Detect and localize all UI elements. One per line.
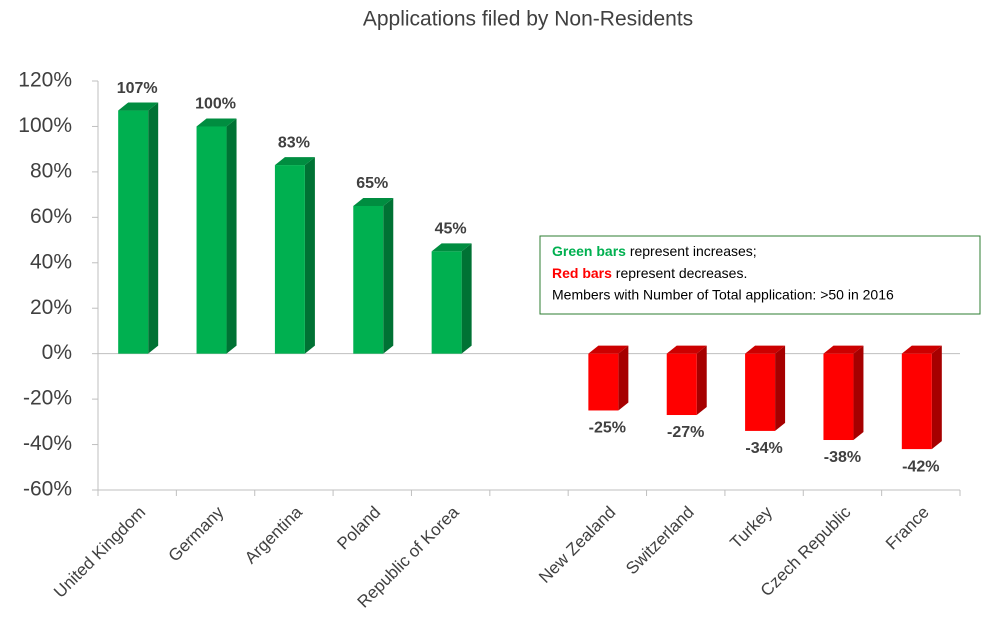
x-tick-label: United Kingdom [50,503,149,602]
bar-side [853,345,864,441]
bar [823,353,854,441]
bar [901,353,932,450]
legend-box [539,235,981,315]
y-tick-label: 120% [18,69,72,92]
bar [196,126,227,354]
bar-top [588,345,629,354]
bar [353,205,384,354]
legend-note: Members with Number of Total application… [552,287,894,303]
bar [588,353,619,411]
bar-side [618,345,629,411]
value-label: -27% [667,424,704,441]
bar [274,165,305,354]
y-tick-label: 20% [30,296,72,319]
value-label: -42% [902,458,939,475]
bar-top [666,345,707,354]
y-tick-label: -40% [23,432,72,455]
value-label: -38% [824,449,861,466]
legend-key: Green bars [552,243,626,259]
bar-top [118,102,159,111]
bar-top [745,345,786,354]
legend-line: Green bars represent increases; [552,243,757,259]
y-tick-label: -20% [23,387,72,410]
y-tick-label: 0% [42,341,72,364]
value-label: 107% [117,80,158,97]
x-tick-label: Germany [165,502,228,565]
y-tick-label: 40% [30,250,72,273]
x-tick-label: Switzerland [622,503,698,579]
bar-side [304,157,315,354]
bar-top [353,197,394,206]
bar [745,353,776,431]
chart-title: Applications filed by Non-Residents [363,8,693,31]
bar-side [931,345,942,450]
y-tick-label: 80% [30,159,72,182]
bar-top [823,345,864,354]
bar-side [226,118,237,354]
bar [666,353,697,416]
legend-text: represent increases; [626,243,757,259]
x-tick-label: Argentina [241,502,306,567]
value-label: 45% [435,221,467,238]
x-tick-label: Turkey [726,502,776,552]
bar-top [431,243,472,252]
bar-side [696,345,707,416]
bar-top [274,157,315,166]
y-tick-label: -60% [23,478,72,501]
y-tick-label: 100% [18,114,72,137]
legend-text: represent decreases. [612,265,747,281]
value-label: 83% [278,134,310,151]
x-tick-label: Poland [333,503,384,554]
bar-side [775,345,786,431]
value-label: -34% [745,440,782,457]
legend-line: Red bars represent decreases. [552,265,747,281]
x-tick-label: New Zealand [535,503,619,587]
bar-top [196,118,237,127]
bar [431,251,462,354]
value-label: -25% [589,420,626,437]
value-label: 65% [356,175,388,192]
bar [118,110,149,354]
y-tick-label: 60% [30,205,72,228]
legend-key: Red bars [552,265,612,281]
bar-side [148,102,159,354]
bar-top [901,345,942,354]
bar-side [383,197,394,354]
value-label: 100% [195,96,236,113]
bar-side [461,243,472,354]
x-tick-label: France [882,503,933,554]
